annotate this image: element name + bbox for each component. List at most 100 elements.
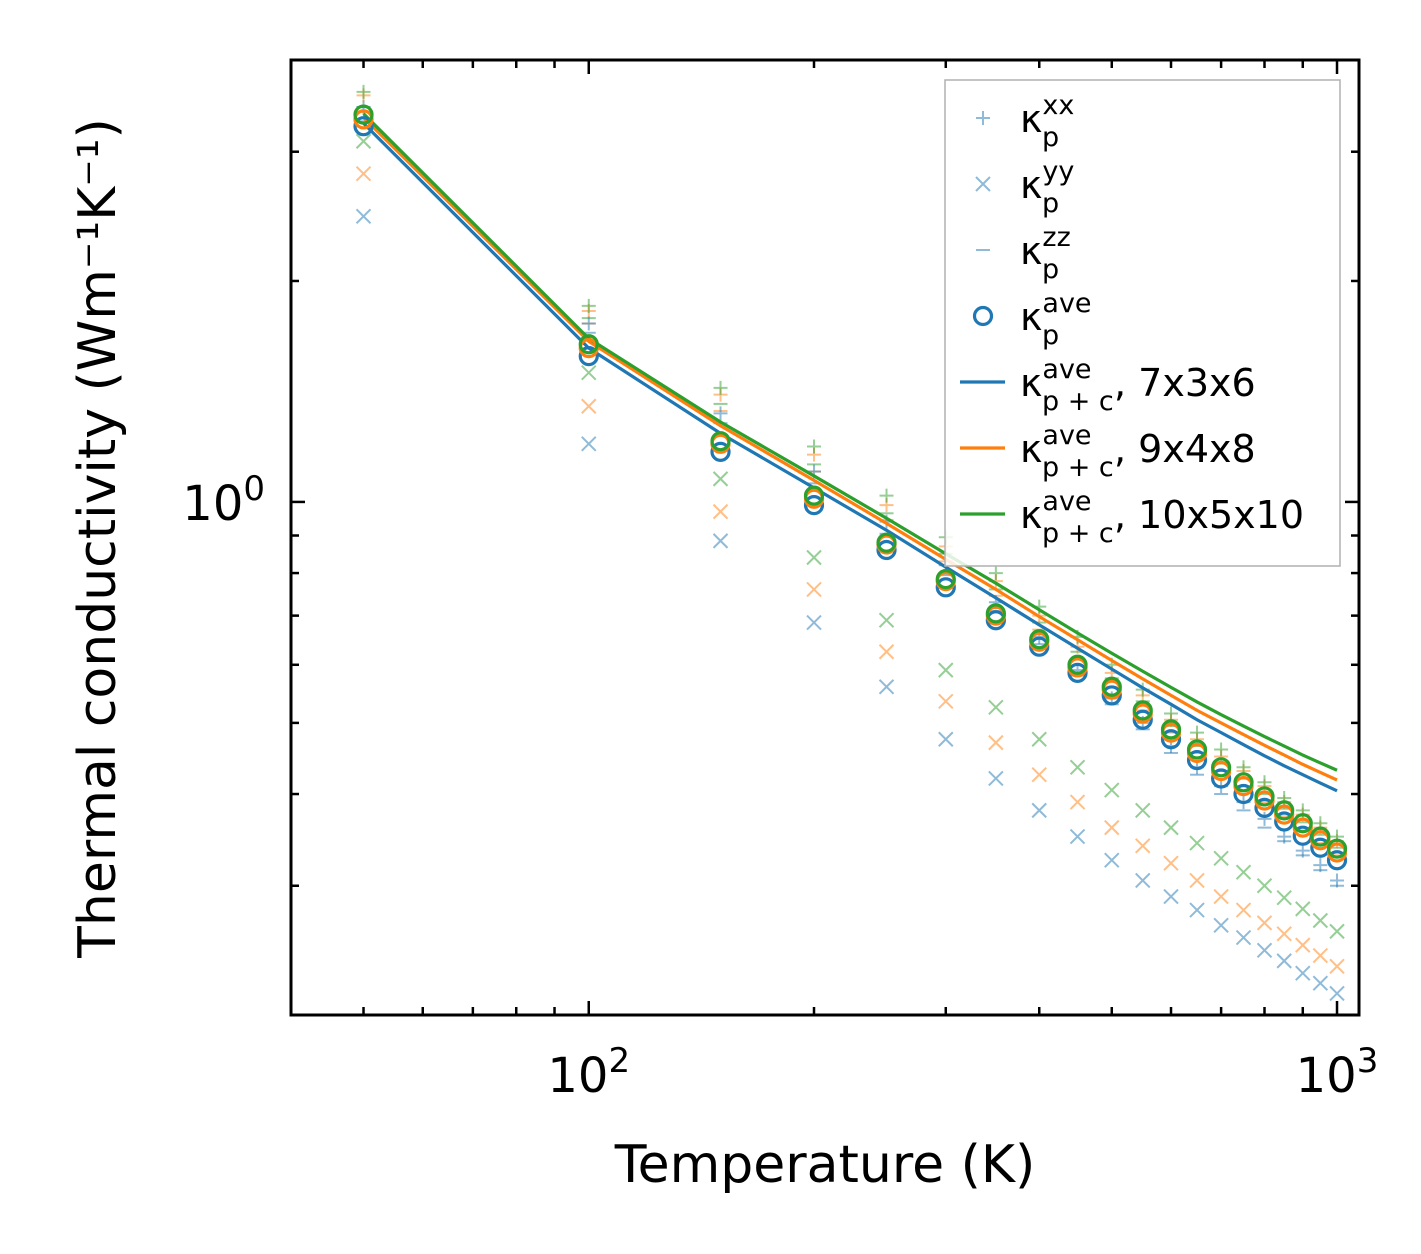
data-point — [712, 533, 729, 549]
data-point — [988, 699, 1004, 716]
data-point — [878, 679, 895, 695]
data-point — [353, 104, 374, 125]
data-point — [353, 116, 374, 137]
data-point — [1135, 872, 1151, 889]
legend-label: κyy p — [1020, 156, 1074, 219]
data-point — [807, 439, 822, 454]
data-point — [1295, 843, 1310, 858]
data-point — [1292, 813, 1313, 834]
legend-entry: κave p + c, 10x5x10 — [960, 486, 1304, 549]
data-point — [876, 539, 897, 561]
data-point — [1313, 858, 1328, 873]
data-point — [1104, 819, 1120, 836]
series-line — [362, 116, 1338, 782]
legend-label: κave p + c, 9x4x8 — [1020, 420, 1256, 483]
data-point — [1312, 975, 1329, 991]
data-point — [1069, 794, 1086, 810]
data-point — [1295, 901, 1311, 917]
series-kyy-9x4x8 — [355, 165, 1345, 975]
data-point — [935, 577, 956, 598]
data-point — [806, 549, 822, 566]
data-point — [1104, 782, 1120, 798]
data-point — [988, 770, 1004, 787]
data-point — [1160, 729, 1182, 750]
data-point — [1310, 826, 1331, 847]
data-point — [712, 471, 729, 487]
data-point — [1132, 700, 1153, 721]
series-kp-c-10x5x10 — [362, 112, 1338, 772]
data-point — [1274, 811, 1295, 832]
data-point — [1235, 902, 1252, 918]
data-point — [581, 298, 596, 313]
data-point — [1256, 942, 1273, 959]
data-point — [1069, 759, 1086, 776]
data-point — [1236, 760, 1251, 775]
data-point — [355, 133, 372, 149]
data-point — [1211, 768, 1232, 789]
data-point — [578, 346, 599, 367]
data-point — [879, 488, 894, 503]
legend-label: κxx p — [1020, 90, 1074, 153]
data-point — [356, 84, 371, 99]
data-point — [1213, 888, 1229, 905]
data-point — [806, 581, 822, 598]
series-kyy-10x5x10 — [355, 133, 1345, 940]
data-point — [1254, 786, 1275, 807]
data-point — [1164, 706, 1179, 721]
data-point — [1104, 852, 1120, 868]
data-point — [712, 503, 729, 520]
data-point — [878, 644, 895, 660]
legend-label: κave p + c, 10x5x10 — [1020, 486, 1304, 549]
data-point — [1031, 802, 1047, 819]
data-point — [876, 532, 897, 553]
data-point — [1276, 926, 1292, 942]
data-point — [581, 364, 597, 381]
data-point — [710, 441, 731, 462]
data-point — [1295, 965, 1311, 981]
data-point — [578, 334, 599, 355]
y-axis-label: Thermal conductivity (Wm⁻¹K⁻¹) — [68, 118, 128, 959]
data-point — [938, 662, 954, 678]
plot-marks — [353, 84, 1348, 1002]
series-kave-10x5x10 — [353, 104, 1348, 859]
data-point — [988, 734, 1004, 751]
data-point — [1163, 819, 1179, 836]
legend-marker — [972, 305, 994, 327]
data-point — [1213, 917, 1229, 933]
data-point — [1190, 725, 1205, 740]
axes: 102 103 100 — [182, 58, 1378, 1104]
data-point — [1029, 629, 1050, 650]
data-point — [985, 603, 1006, 624]
data-point — [938, 731, 954, 747]
data-point — [1031, 731, 1047, 747]
data-point — [1101, 676, 1122, 697]
legend-marker — [975, 176, 991, 192]
series-kp-c-9x4x8 — [362, 116, 1338, 782]
data-point — [938, 693, 954, 710]
legend-entry: κave p — [972, 288, 1092, 351]
data-point — [1276, 953, 1292, 969]
series-kp-c-7x3x6 — [362, 122, 1338, 793]
data-point — [1329, 958, 1345, 975]
data-point — [1235, 864, 1252, 880]
data-point — [355, 165, 372, 182]
data-point — [1233, 772, 1254, 793]
data-point — [1326, 850, 1348, 871]
data-point — [803, 495, 825, 516]
data-point — [1233, 783, 1254, 805]
data-point — [1135, 802, 1151, 819]
data-point — [1067, 654, 1088, 675]
data-point — [1329, 923, 1345, 940]
legend-entry: κave p + c, 7x3x6 — [960, 354, 1256, 417]
series-line — [362, 112, 1338, 772]
legend-label: κzz p — [1020, 222, 1071, 285]
data-point — [1132, 709, 1153, 730]
series-kxx-10x5x10 — [356, 84, 1345, 844]
x-axis-label: Temperature (K) — [614, 1135, 1036, 1195]
data-point — [713, 406, 728, 421]
data-point — [1295, 937, 1311, 953]
series-line — [362, 122, 1338, 793]
data-point — [1257, 811, 1272, 826]
data-point — [581, 398, 597, 414]
